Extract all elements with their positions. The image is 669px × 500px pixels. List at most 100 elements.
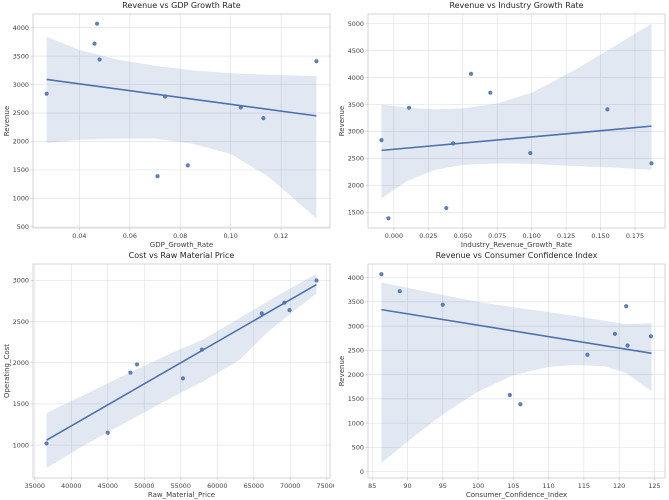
y-tick-label: 1500 bbox=[348, 395, 364, 403]
x-tick-label: 0.12 bbox=[274, 232, 288, 240]
x-tick-label: 100 bbox=[472, 482, 484, 490]
x-tick-label: 90 bbox=[403, 482, 411, 490]
x-tick-label: 70000 bbox=[280, 482, 300, 490]
x-axis-label: Consumer_Confidence_Index bbox=[465, 491, 568, 499]
y-tick-label: 0 bbox=[360, 468, 364, 476]
y-tick-label: 2000 bbox=[348, 182, 364, 190]
data-point bbox=[648, 334, 653, 339]
x-tick-label: 55000 bbox=[171, 482, 191, 490]
regression-line bbox=[381, 308, 652, 355]
data-points bbox=[44, 278, 319, 446]
data-point bbox=[468, 71, 474, 76]
axes-spine bbox=[32, 263, 331, 479]
data-point bbox=[185, 163, 190, 168]
gridlines bbox=[368, 264, 665, 478]
x-tick-label: 75000 bbox=[317, 482, 334, 490]
x-tick-label: 95 bbox=[439, 482, 447, 490]
x-tick-label: 50000 bbox=[134, 482, 154, 490]
confidence-band bbox=[381, 282, 652, 463]
x-tick-label: 45000 bbox=[98, 482, 118, 490]
x-tick-label: 0.100 bbox=[523, 232, 541, 240]
y-tick-label: 2000 bbox=[13, 138, 29, 146]
plot-area bbox=[368, 14, 665, 228]
subplot-cost-vs-raw-material: Cost vs Raw Material Price Operating_Cos… bbox=[0, 250, 334, 500]
data-point bbox=[605, 107, 610, 112]
x-tick-label: 110 bbox=[542, 482, 554, 490]
data-point bbox=[314, 59, 319, 64]
y-tick-label: 3500 bbox=[348, 298, 364, 306]
x-tick-label: 0.025 bbox=[419, 232, 437, 240]
data-point bbox=[287, 307, 292, 313]
data-point bbox=[585, 352, 590, 357]
revenue-vs-gdp-chart: 0.04 0.06 0.08 0.10 0.12 500 1000 1500 2000 2500 3… bbox=[13, 13, 331, 240]
y-tick-label: 4500 bbox=[348, 47, 364, 55]
plot-area bbox=[368, 264, 665, 478]
x-axis-label: GDP_Growth_Rate bbox=[149, 241, 214, 249]
x-tick-label: 60000 bbox=[207, 482, 227, 490]
y-tick-label: 3000 bbox=[13, 81, 29, 89]
data-point bbox=[649, 161, 654, 166]
subplot-revenue-vs-gdp: Revenue vs GDP Growth Rate Revenue GDP_G… bbox=[0, 0, 334, 250]
chart-title: Revenue vs Consumer Confidence Index bbox=[435, 251, 598, 260]
x-tick-label: 120 bbox=[613, 482, 625, 490]
x-tick-label: 0.000 bbox=[385, 232, 403, 240]
axes-spine bbox=[367, 263, 666, 479]
chart-title: Revenue vs Industry Growth Rate bbox=[449, 1, 584, 10]
data-point bbox=[488, 90, 493, 95]
data-point bbox=[379, 272, 384, 277]
regression-line bbox=[381, 125, 652, 152]
data-point bbox=[507, 392, 512, 398]
data-points bbox=[379, 272, 653, 407]
data-point bbox=[440, 302, 445, 307]
data-point bbox=[163, 94, 168, 99]
subplot-revenue-vs-industry: Revenue vs Industry Growth Rate Revenue … bbox=[335, 0, 669, 250]
y-tick-label: 2500 bbox=[13, 109, 29, 117]
data-point bbox=[155, 174, 160, 179]
x-tick-label: 0.06 bbox=[123, 232, 137, 240]
plot-area bbox=[33, 264, 330, 478]
data-point bbox=[94, 21, 100, 26]
y-tick-label: 500 bbox=[17, 223, 29, 231]
revenue-vs-industry-chart: 0.000 0.025 0.050 0.075 0.100 0.125 0.150 0.175… bbox=[348, 13, 666, 240]
x-tick-label: 115 bbox=[578, 482, 590, 490]
chart-title: Cost vs Raw Material Price bbox=[128, 251, 235, 260]
x-tick-label: 0.050 bbox=[454, 232, 472, 240]
plot-area bbox=[33, 14, 330, 228]
y-tick-label: 3500 bbox=[13, 52, 29, 60]
x-tick-label: 40000 bbox=[61, 482, 81, 490]
x-axis-label: Raw_Material_Price bbox=[147, 491, 216, 499]
confidence-band bbox=[46, 273, 317, 469]
data-point bbox=[528, 150, 533, 156]
x-tick-label: 65000 bbox=[244, 482, 264, 490]
y-tick-label: 500 bbox=[352, 444, 364, 452]
gridlines bbox=[368, 14, 665, 228]
data-point bbox=[134, 362, 140, 367]
axes-spine bbox=[32, 13, 331, 229]
confidence-band bbox=[381, 23, 652, 199]
axes-spine bbox=[367, 13, 666, 229]
x-tick-label: 0.150 bbox=[591, 232, 609, 240]
x-tick-label: 85 bbox=[368, 482, 376, 490]
data-point bbox=[282, 300, 287, 305]
y-tick-label: 2500 bbox=[348, 347, 364, 355]
data-point bbox=[261, 116, 266, 121]
x-tick-label: 0.10 bbox=[224, 232, 238, 240]
data-point bbox=[612, 331, 618, 336]
y-tick-label: 3000 bbox=[348, 322, 364, 330]
tick-labels: 0.04 0.06 0.08 0.10 0.12 500 1000 1500 2000 2500 3… bbox=[13, 24, 288, 240]
cost-vs-raw-material-chart: 35000 40000 45000 50000 55000 60000 65000 70000… bbox=[13, 263, 334, 490]
x-tick-label: 105 bbox=[507, 482, 519, 490]
data-points bbox=[379, 71, 654, 221]
data-point bbox=[97, 57, 102, 62]
data-point bbox=[105, 430, 110, 435]
data-point bbox=[128, 370, 133, 375]
tick-labels: 0.000 0.025 0.050 0.075 0.100 0.125 0.150 0.175… bbox=[348, 20, 644, 240]
y-tick-label: 3500 bbox=[348, 101, 364, 109]
y-tick-label: 2500 bbox=[13, 318, 29, 326]
y-tick-label: 2000 bbox=[13, 359, 29, 367]
y-tick-label: 1000 bbox=[348, 419, 364, 427]
y-tick-label: 5000 bbox=[348, 20, 364, 28]
x-axis-label: Industry_Revenue_Growth_Rate bbox=[460, 241, 573, 249]
y-tick-label: 1000 bbox=[13, 195, 29, 203]
